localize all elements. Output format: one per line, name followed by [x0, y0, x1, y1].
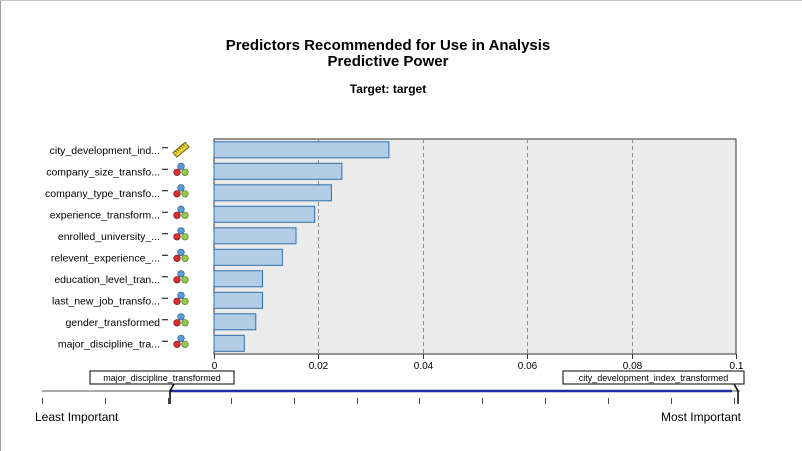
nominal-icon-red-dot [173, 211, 181, 219]
nominal-icon [173, 248, 189, 262]
category-labels: city_development_ind... company_size_tran… [45, 145, 168, 350]
nominal-icon-green-dot [181, 168, 189, 176]
category-label: experience_transform... [50, 209, 160, 221]
most-variable-bracket [733, 383, 739, 404]
chart-title-line2: Predictive Power [328, 53, 449, 70]
nominal-icon-blue-dot [177, 270, 185, 278]
nominal-icon [173, 313, 189, 327]
nominal-icon-green-dot [181, 254, 189, 262]
importance-scale-ticks [42, 398, 735, 404]
nominal-icon [173, 184, 189, 198]
bar [213, 291, 263, 309]
bar [213, 270, 263, 288]
chart-title-line1: Predictors Recommended for Use in Analys… [226, 37, 551, 54]
ruler-mark [180, 145, 183, 149]
nominal-icon-blue-dot [177, 227, 185, 235]
x-axis: 0 0.02 0.04 0.06 0.08 0.1 [212, 354, 744, 372]
nominal-icon-blue-dot [177, 334, 185, 342]
nominal-icon-red-dot [173, 297, 181, 305]
nominal-icon-green-dot [181, 211, 189, 219]
category-label: last_new_job_transfo... [52, 295, 160, 307]
bar [213, 205, 316, 223]
nominal-icon [173, 270, 189, 284]
x-tick-label: 0.08 [623, 361, 643, 372]
least-variable-label: major_discipline_transformed [103, 373, 221, 383]
left-frame-border [0, 0, 1, 451]
nominal-icon-red-dot [173, 319, 181, 327]
ruler-mark [182, 144, 185, 147]
category-label: city_development_ind... [50, 145, 160, 157]
x-tick-label: 0 [212, 361, 218, 372]
x-tick-label: 0.04 [414, 361, 434, 372]
nominal-icon-green-dot [181, 297, 189, 305]
nominal-icon-blue-dot [177, 248, 185, 256]
category-label: education_level_tran... [54, 274, 160, 286]
category-label: major_discipline_tra... [58, 338, 160, 350]
category-label: relevent_experience_... [51, 252, 160, 264]
bar [213, 313, 257, 331]
nominal-icon-green-dot [181, 340, 189, 348]
top-frame-border [0, 0, 802, 1]
most-variable-callout [562, 370, 745, 385]
nominal-icon [173, 205, 189, 219]
nominal-icon-blue-dot [177, 313, 185, 321]
least-important-label: Least Important [35, 410, 119, 424]
bar [213, 334, 245, 352]
bar [213, 141, 390, 159]
bar [213, 184, 332, 202]
x-tick-label: 0.02 [309, 361, 329, 372]
most-important-label: Most Important [661, 410, 742, 424]
ruler-body [172, 141, 190, 158]
nominal-icon [173, 334, 189, 348]
bars [213, 141, 390, 352]
importance-scale: major_discipline_transformed city_develo… [35, 370, 745, 424]
nominal-icon-blue-dot [177, 162, 185, 170]
category-label: company_size_transfo... [46, 166, 160, 178]
nominal-icon-red-dot [173, 168, 181, 176]
nominal-icon-red-dot [173, 233, 181, 241]
nominal-icon-red-dot [173, 276, 181, 284]
category-label: gender_transformed [65, 317, 160, 329]
ruler-icon [172, 141, 190, 158]
ruler-mark [174, 150, 178, 153]
nominal-icon [173, 227, 189, 241]
x-tick-label: 0.1 [730, 361, 744, 372]
x-tick-label: 0.06 [518, 361, 538, 372]
nominal-icon-red-dot [173, 254, 181, 262]
most-variable-label: city_development_index_transformed [579, 373, 729, 383]
ruler-mark [178, 147, 181, 150]
nominal-icon-blue-dot [177, 291, 185, 299]
ruler-mark [176, 148, 180, 152]
category-label: enrolled_university_... [58, 231, 160, 243]
nominal-icon-green-dot [181, 233, 189, 241]
chart-subtitle: Target: target [350, 82, 426, 96]
variable-type-icons [172, 141, 190, 348]
nominal-icon-red-dot [173, 340, 181, 348]
least-variable-callout [89, 370, 235, 385]
nominal-icon-green-dot [181, 190, 189, 198]
bar [213, 162, 343, 180]
nominal-icon [173, 162, 189, 176]
nominal-icon-blue-dot [177, 184, 185, 192]
nominal-icon [173, 291, 189, 305]
nominal-icon-green-dot [181, 276, 189, 284]
category-label: company_type_transfo... [45, 188, 160, 200]
bar [213, 248, 283, 266]
least-variable-bracket [169, 383, 175, 404]
nominal-icon-green-dot [181, 319, 189, 327]
nominal-icon-red-dot [173, 190, 181, 198]
bar [213, 227, 297, 245]
nominal-icon-blue-dot [177, 205, 185, 213]
